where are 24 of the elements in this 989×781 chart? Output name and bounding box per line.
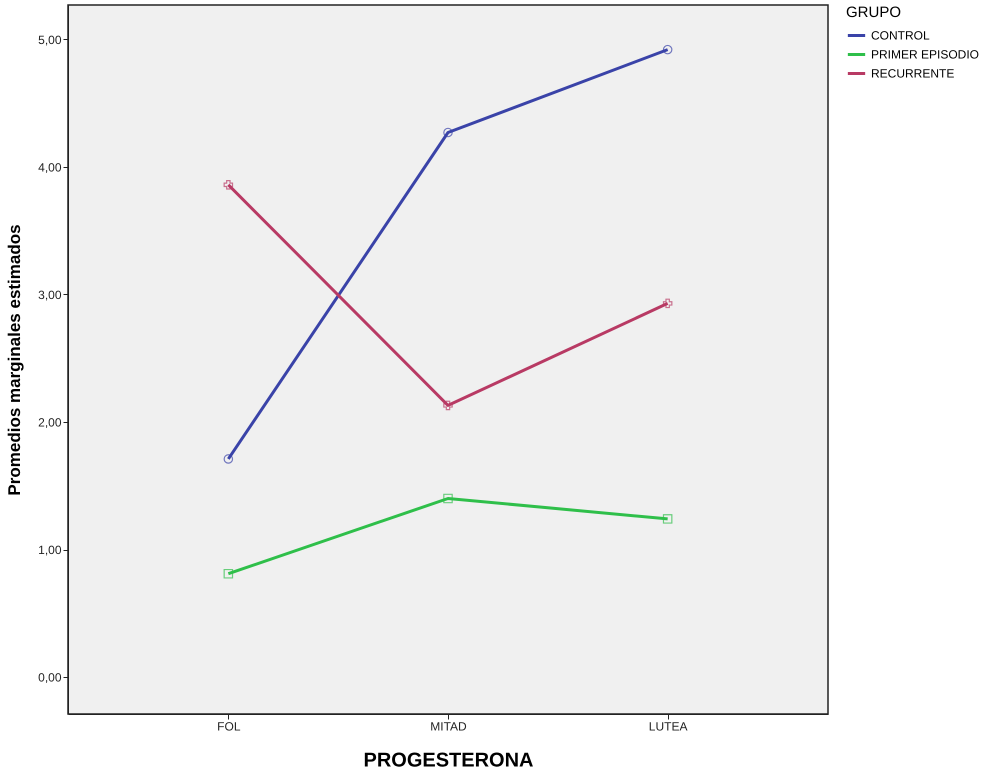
point [662, 298, 672, 308]
x-axis-title: PROGESTERONA [363, 750, 534, 772]
point [443, 494, 453, 504]
legend-label: RECURRENTE [871, 66, 954, 80]
y-axis-title: Promedios marginales estimados [5, 224, 24, 496]
y-tick-label: 5,00 [38, 32, 62, 47]
y-tick-label: 4,00 [38, 160, 62, 174]
y-tick-label: 2,00 [38, 415, 62, 430]
x-tick-label: MITAD [430, 720, 468, 734]
point [662, 44, 672, 54]
y-tick-label: 0,00 [38, 670, 62, 685]
point [443, 400, 453, 410]
point [224, 568, 234, 579]
x-tick-label: FOL [217, 720, 241, 734]
x-tick-label: LUTEA [648, 720, 688, 734]
point [224, 180, 234, 190]
legend-label: CONTROL [871, 28, 930, 42]
legend-label: PRIMER EPISODIO [871, 48, 980, 62]
point [443, 128, 453, 138]
y-tick-label: 3,00 [38, 288, 62, 302]
y-tick-label: 1,00 [38, 543, 62, 557]
legend-title: GRUPO [846, 4, 902, 21]
point [662, 514, 672, 524]
point [224, 454, 234, 464]
